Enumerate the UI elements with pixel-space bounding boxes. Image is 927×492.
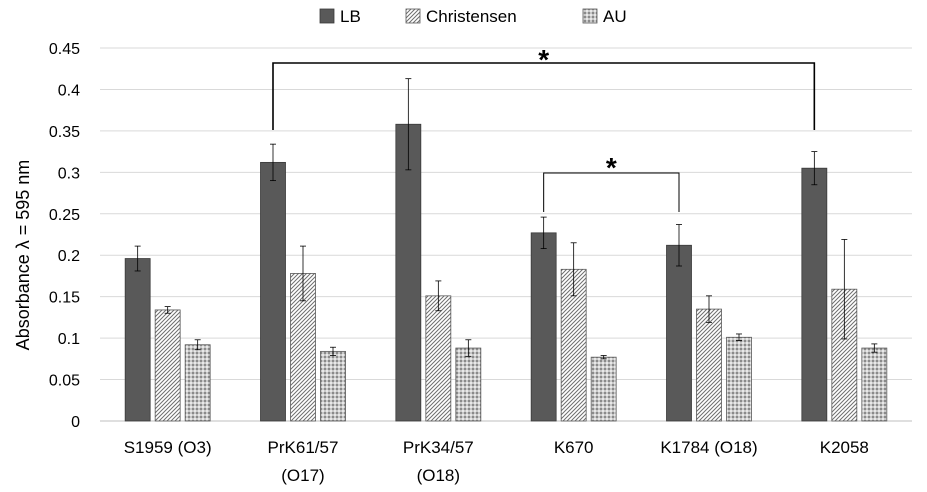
bar-christensen-4 [696, 308, 722, 422]
bar-lb-3 [530, 232, 557, 422]
x-tick-label-line2: (O17) [281, 466, 324, 485]
y-tick-label: 0.1 [58, 331, 80, 348]
legend-label: AU [603, 7, 627, 26]
legend-swatch-lb [319, 8, 335, 24]
legend-label: LB [340, 7, 361, 26]
bar-au-0 [184, 344, 211, 422]
bar-au-1 [320, 350, 346, 422]
x-tick-label: K2058 [820, 438, 869, 457]
legend-label: Christensen [426, 7, 517, 26]
y-tick-label: 0 [71, 414, 80, 431]
bar-lb-4 [666, 244, 692, 422]
y-tick-label: 0.3 [58, 165, 80, 182]
y-tick-label: 0.25 [49, 207, 80, 224]
y-axis-title: Absorbance λ = 595 nm [13, 160, 33, 351]
bar-christensen-0 [154, 309, 181, 422]
significance-marker: * [606, 152, 617, 183]
y-tick-label: 0.45 [49, 41, 80, 58]
x-tick-label: K670 [554, 438, 594, 457]
legend-swatch-christensen [405, 8, 421, 24]
legend-swatch-au [582, 8, 598, 24]
y-tick-label: 0.4 [58, 82, 80, 99]
significance-bracket [543, 172, 680, 212]
bars [124, 123, 888, 422]
bar-lb-1 [260, 161, 286, 422]
x-tick-label-line2: (O18) [417, 466, 460, 485]
bar-au-5 [861, 347, 888, 422]
significance-annotations: ** [272, 44, 816, 212]
bar-lb-0 [124, 258, 151, 422]
y-axis-ticks: 0 0.05 0.1 0.15 0.2 0.25 0.3 0.35 0.4 0.45 [49, 41, 80, 431]
x-tick-label: PrK34/57 [403, 438, 474, 457]
bar-lb-2 [395, 123, 422, 422]
error-bars [134, 78, 878, 360]
bar-lb-5 [801, 167, 828, 422]
y-tick-label: 0.35 [49, 124, 80, 141]
gridlines [100, 47, 912, 422]
x-tick-label: S1959 (O3) [124, 438, 212, 457]
y-tick-label: 0.15 [49, 290, 80, 307]
legend: LB Christensen AU [319, 7, 627, 26]
bar-christensen-2 [425, 295, 452, 422]
y-tick-label: 0.05 [49, 373, 80, 390]
bar-au-2 [455, 347, 482, 422]
bar-au-3 [590, 356, 617, 422]
x-tick-label: K1784 (O18) [660, 438, 757, 457]
x-tick-label: PrK61/57 [268, 438, 339, 457]
bar-au-4 [726, 336, 752, 422]
significance-bracket [272, 62, 816, 130]
significance-marker: * [538, 44, 549, 75]
y-tick-label: 0.2 [58, 248, 80, 265]
x-axis-labels: S1959 (O3) PrK61/57 (O17) PrK34/57 (O18) K670… [124, 438, 869, 485]
